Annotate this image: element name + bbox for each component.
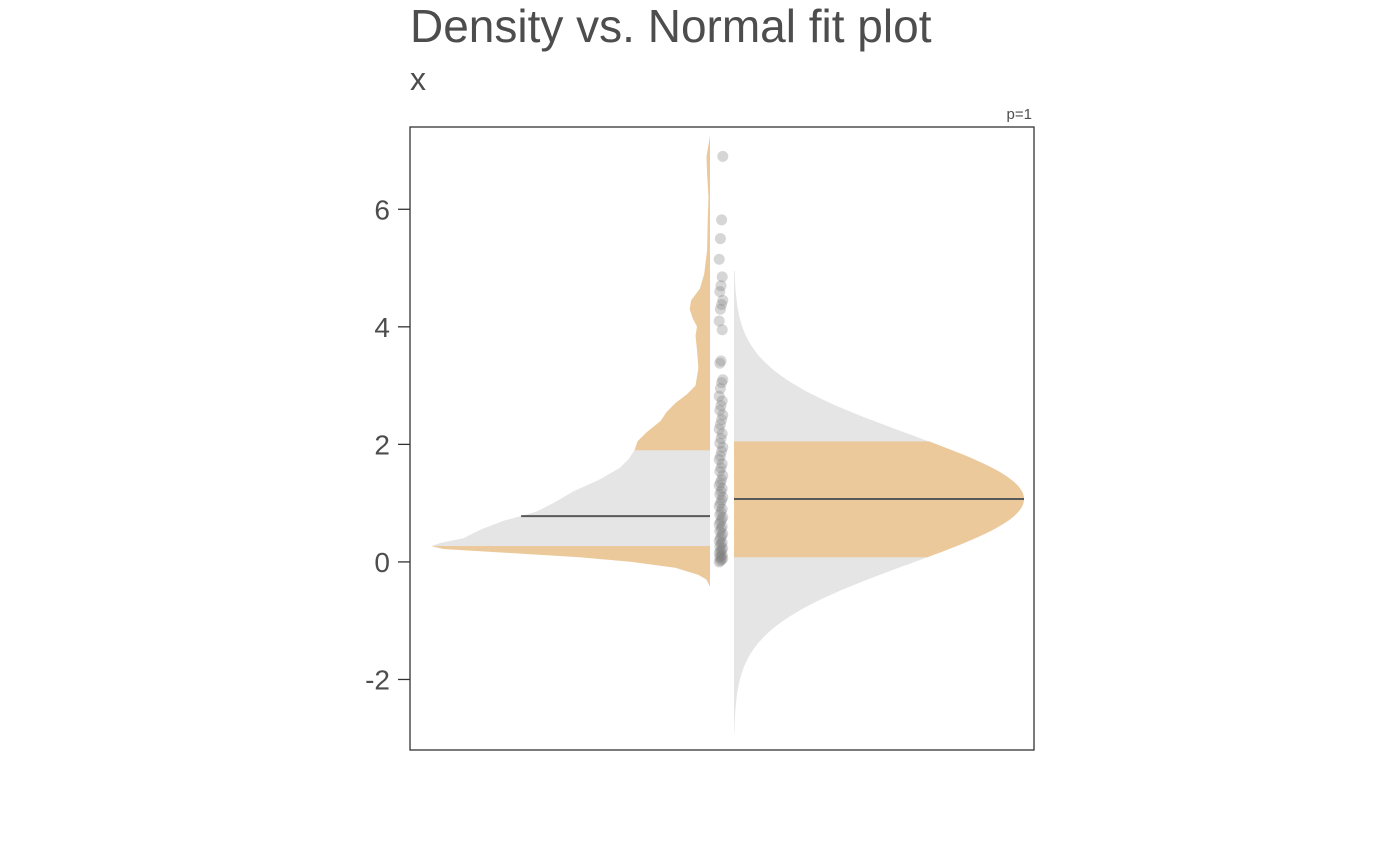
chart-subtitle: x [410,61,426,97]
data-point [716,324,728,336]
data-point [714,477,726,489]
data-point [714,418,726,430]
data-point [713,390,725,402]
data-point [717,528,729,540]
data-point [714,383,726,395]
data-point [716,503,728,515]
data-points [713,150,729,568]
data-point [714,532,726,544]
data-point [715,523,727,535]
empirical-density-iqr-band [431,450,710,547]
y-tick-label: 4 [374,312,390,343]
data-point [717,552,729,564]
data-point [716,537,728,549]
normal-fit-violin [734,271,1024,733]
data-point [714,525,726,537]
data-point [715,550,727,562]
data-point [717,470,729,482]
y-tick-label: 2 [374,429,390,460]
data-point [714,509,726,521]
data-point [716,554,728,566]
data-point [716,377,728,389]
data-point [715,462,727,474]
data-point [716,494,728,506]
data-point [714,488,726,500]
data-point [716,395,728,407]
y-tick-label: -2 [365,664,390,695]
plot-area [431,135,1024,733]
data-point [716,549,728,561]
data-point [714,286,726,298]
data-point [717,294,729,306]
data-point [716,458,728,470]
data-point [716,445,728,457]
data-point [716,271,728,283]
data-point [716,474,728,486]
data-point [714,551,726,563]
y-axis: 6 4 2 0 -2 [365,194,410,695]
data-point [716,521,728,533]
data-point [714,437,726,449]
data-point [714,404,726,416]
data-point [714,357,726,369]
data-point [716,544,728,556]
plot-frame [409,126,1035,751]
data-point [713,500,725,512]
data-point [713,556,725,568]
data-point [716,514,728,526]
data-point [716,298,728,310]
data-point [714,465,726,477]
data-point [713,253,725,265]
data-point [714,497,726,509]
data-point [716,414,728,426]
empirical-density-violin [431,135,710,587]
chart-title: Density vs. Normal fit plot [410,0,932,52]
data-point [716,530,728,542]
data-point [713,480,725,492]
data-point [714,555,726,567]
data-point [714,541,726,553]
data-point [717,511,729,523]
data-point [717,491,729,503]
data-point [714,516,726,528]
data-point [717,441,729,453]
data-point [715,433,727,444]
data-point [713,547,725,559]
data-point [713,535,725,547]
data-point [716,428,728,440]
data-point [717,542,729,554]
p-value-annotation: p=1 [1007,106,1032,123]
data-point [715,506,727,518]
data-point [715,355,727,367]
data-point [714,303,726,315]
data-point [715,538,727,550]
data-point [714,233,726,245]
data-point [717,409,729,421]
data-point [715,400,727,412]
data-point [713,315,725,327]
data-point [715,280,727,292]
data-point [713,454,725,466]
y-tick-label: 6 [374,194,390,225]
data-point [715,485,727,497]
data-point [716,482,728,494]
data-point [717,150,729,162]
y-tick-label: 0 [374,547,390,578]
data-point [713,423,725,435]
data-point [717,374,729,386]
data-point [713,518,725,530]
data-point [714,450,726,462]
data-point [716,214,728,226]
data-point [714,545,726,557]
